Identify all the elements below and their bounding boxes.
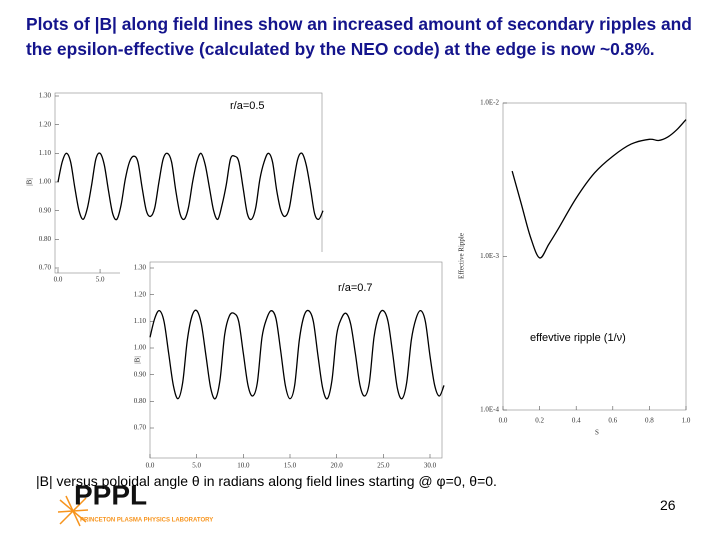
y-tick-label: 1.0E-2 (480, 99, 499, 107)
y-tick-label: 0.90 (134, 370, 147, 378)
y-axis-label: Effective Ripple (458, 233, 466, 279)
x-tick-label: 0.0 (499, 417, 508, 425)
y-tick-label: 0.80 (134, 397, 147, 405)
annotation: r/a=0.5 (230, 100, 265, 112)
logo-name: PPPL (74, 479, 147, 510)
slide-title: Plots of |B| along field lines show an i… (26, 14, 692, 59)
x-tick-label: 30.0 (424, 462, 437, 470)
logo: PPPL PRINCETON PLASMA PHYSICS LABORATORY (57, 479, 213, 527)
x-tick-label: 0.6 (608, 417, 617, 425)
x-tick-label: 0.0 (54, 276, 63, 284)
y-tick-label: 1.00 (134, 344, 147, 352)
page-number: 26 (660, 497, 676, 513)
plot-background (450, 95, 710, 445)
x-tick-label: 20.0 (331, 462, 344, 470)
y-tick-label: 1.30 (134, 264, 147, 272)
annotation: r/a=0.7 (338, 282, 373, 294)
x-tick-label: 10.0 (237, 462, 250, 470)
y-axis-label: |B| (134, 356, 142, 363)
y-tick-label: 1.00 (39, 178, 52, 186)
y-tick-label: 1.30 (39, 92, 52, 100)
x-tick-label: 0.8 (645, 417, 654, 425)
y-tick-label: 1.10 (134, 317, 147, 325)
plot-frame (149, 261, 443, 459)
caption: |B| versus poloidal angle θ in radians a… (36, 473, 497, 489)
data-line (149, 309, 445, 400)
y-tick-label: 1.20 (39, 120, 52, 128)
y-tick-label: 0.80 (39, 235, 52, 243)
x-tick-label: 1.0 (682, 417, 691, 425)
x-tick-label: 15.0 (284, 462, 297, 470)
data-line (57, 152, 324, 221)
y-tick-label: 0.70 (134, 424, 147, 432)
x-tick-label: 5.0 (96, 276, 105, 284)
annotation: effevtive ripple (1/ν) (530, 332, 626, 344)
x-tick-label: 0.2 (535, 417, 544, 425)
plot: 0.70 0.80 0.90 1.00 1.10 1.20 1.30 0.0 5.0 10.0 15… (120, 252, 450, 474)
x-tick-label: 25.0 (377, 462, 390, 470)
x-tick-label: 0.0 (146, 462, 155, 470)
x-axis-label: S (595, 429, 599, 437)
logo-subtitle: PRINCETON PLASMA PHYSICS LABORATORY (80, 518, 213, 524)
x-tick-label: 5.0 (192, 462, 201, 470)
logo-burst (57, 495, 89, 527)
y-tick-label: 0.90 (39, 206, 52, 214)
y-tick-label: 0.70 (39, 264, 52, 272)
y-tick-label: 1.0E-4 (480, 406, 499, 414)
plot-background (120, 252, 450, 474)
x-tick-label: 0.4 (572, 417, 581, 425)
y-tick-label: 1.0E-3 (480, 252, 499, 260)
y-axis-label: |B| (26, 178, 34, 185)
y-tick-label: 1.20 (134, 290, 147, 298)
data-line (511, 119, 687, 259)
plot: 1.0E-4 1.0E-3 1.0E-2 0.0 0.2 0.4 0.6 0.8 1.0 Effe… (450, 95, 710, 445)
y-tick-label: 1.10 (39, 149, 52, 157)
